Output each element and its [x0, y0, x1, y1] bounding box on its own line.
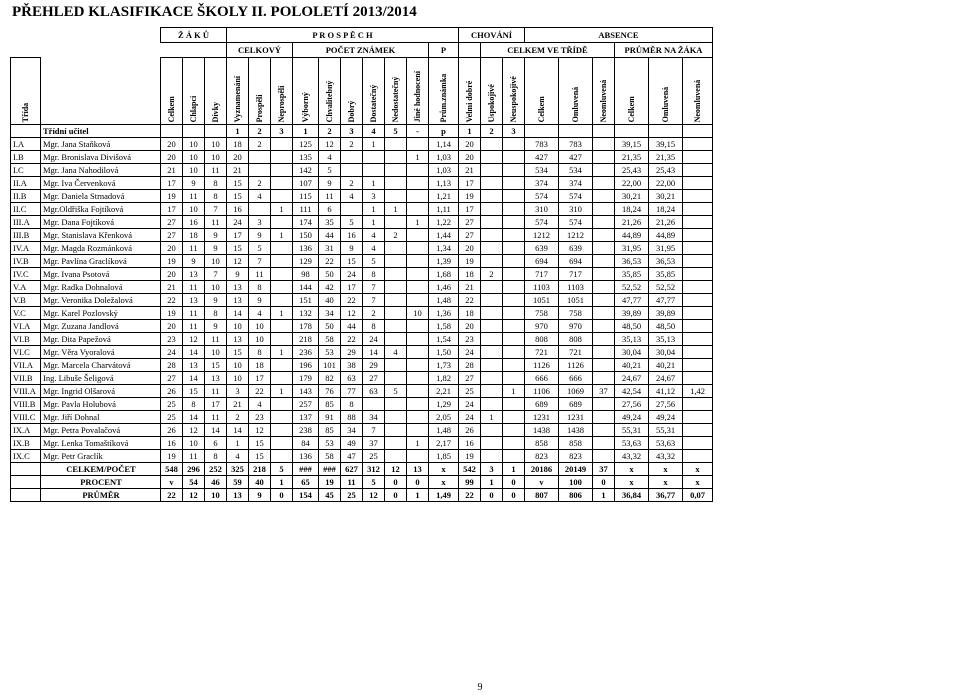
- col-header: Prospěli: [249, 58, 271, 125]
- table-row: VI.AMgr. Zuzana Jandlová2011910101785044…: [11, 320, 713, 333]
- table-row: IV.BMgr. Pavlína Graclíková1991012712922…: [11, 255, 713, 268]
- table-row: III.AMgr. Dana Fojtíková2716112431743551…: [11, 216, 713, 229]
- table-row: II.AMgr. Iva Červenková17981521079211,13…: [11, 177, 713, 190]
- col-header: Prům.známka: [429, 58, 459, 125]
- col-header: Omluvená: [649, 58, 683, 125]
- col-header: Omluvená: [559, 58, 593, 125]
- table-row: I.BMgr. Bronislava Divišová2010102013541…: [11, 151, 713, 164]
- table-row: VIII.BMgr. Pavla Holubová258172142578581…: [11, 398, 713, 411]
- col-header: Neomluvená: [593, 58, 615, 125]
- table-footer-row: PROCENTv544659401651911500x9910v1000xxx: [11, 476, 713, 489]
- page-number: 9: [0, 682, 960, 693]
- col-header: Dívky: [205, 58, 227, 125]
- table-row: III.BMgr. Stanislava Křenková27189179115…: [11, 229, 713, 242]
- col-header: Jiné hodnocení: [407, 58, 429, 125]
- table-row: I.AMgr. Jana Staňková20101018212512211,1…: [11, 138, 713, 151]
- table-row: I.CMgr. Jana Nahodilová2110112114251,032…: [11, 164, 713, 177]
- col-header: Neprospěli: [271, 58, 293, 125]
- col-header: Chvalitebný: [319, 58, 341, 125]
- table-row: IX.BMgr. Lenka Tomaštíková16106115845349…: [11, 437, 713, 450]
- col-header: Celkem: [525, 58, 559, 125]
- page-title: PŘEHLED KLASIFIKACE ŠKOLY II. POLOLETÍ 2…: [12, 4, 950, 21]
- table-row: IV.CMgr. Ivana Psotová2013791198502481,6…: [11, 268, 713, 281]
- col-header: Celkem: [615, 58, 649, 125]
- table-row: VII.AMgr. Marcela Charvátová281315101819…: [11, 359, 713, 372]
- tridni-ucitel-label: Třídní učitel: [41, 125, 161, 138]
- col-header: Vyznamenání: [227, 58, 249, 125]
- col-header: Chlapci: [183, 58, 205, 125]
- table-row: VII.BIng. Libuše Šeligová271413101717982…: [11, 372, 713, 385]
- col-header: Nedostatečný: [385, 58, 407, 125]
- table-row: VI.CMgr. Věra Vyoralová24141015812365329…: [11, 346, 713, 359]
- table-row: IV.AMgr. Magda Rozmánková201191551363194…: [11, 242, 713, 255]
- col-header: Výborný: [293, 58, 319, 125]
- classification-table: Ž Á K ŮP R O S P Ě C HCHOVÁNÍABSENCECELK…: [10, 27, 713, 502]
- table-row: VIII.CMgr. Jiří Dohnal251411223137918834…: [11, 411, 713, 424]
- col-header: Třída: [11, 58, 41, 125]
- col-header: Dobrý: [341, 58, 363, 125]
- table-row: II.BMgr. Daniela Strnadová19118154115114…: [11, 190, 713, 203]
- col-header: [41, 58, 161, 125]
- col-header: Celkem: [161, 58, 183, 125]
- col-header: Velmi dobré: [459, 58, 481, 125]
- table-row: V.BMgr. Veronika Doležalová2213913915140…: [11, 294, 713, 307]
- col-header: Neomluvená: [683, 58, 713, 125]
- table-footer-row: CELKEM/POČET5482962523252185######627312…: [11, 463, 713, 476]
- table-footer-row: PRŮMĚR2212101390154452512011,49220080780…: [11, 489, 713, 502]
- col-header: Neuspokojivé: [503, 58, 525, 125]
- col-header: Uspokojivé: [481, 58, 503, 125]
- table-row: IX.AMgr. Petra Povalačová261214141223885…: [11, 424, 713, 437]
- table-row: VI.BMgr. Dita Papežová231211131021858222…: [11, 333, 713, 346]
- table-row: IX.CMgr. Petr Graclík191184151365847251,…: [11, 450, 713, 463]
- table-row: V.AMgr. Radka Dohnalová21111013814442177…: [11, 281, 713, 294]
- table-row: V.CMgr. Karel Pozlovský19118144113234122…: [11, 307, 713, 320]
- col-header: Dostatečný: [363, 58, 385, 125]
- table-row: II.CMgr.Oldřiška Fojtíková17107161111611…: [11, 203, 713, 216]
- table-row: VIII.AMgr. Ingrid Olšarová26151132211437…: [11, 385, 713, 398]
